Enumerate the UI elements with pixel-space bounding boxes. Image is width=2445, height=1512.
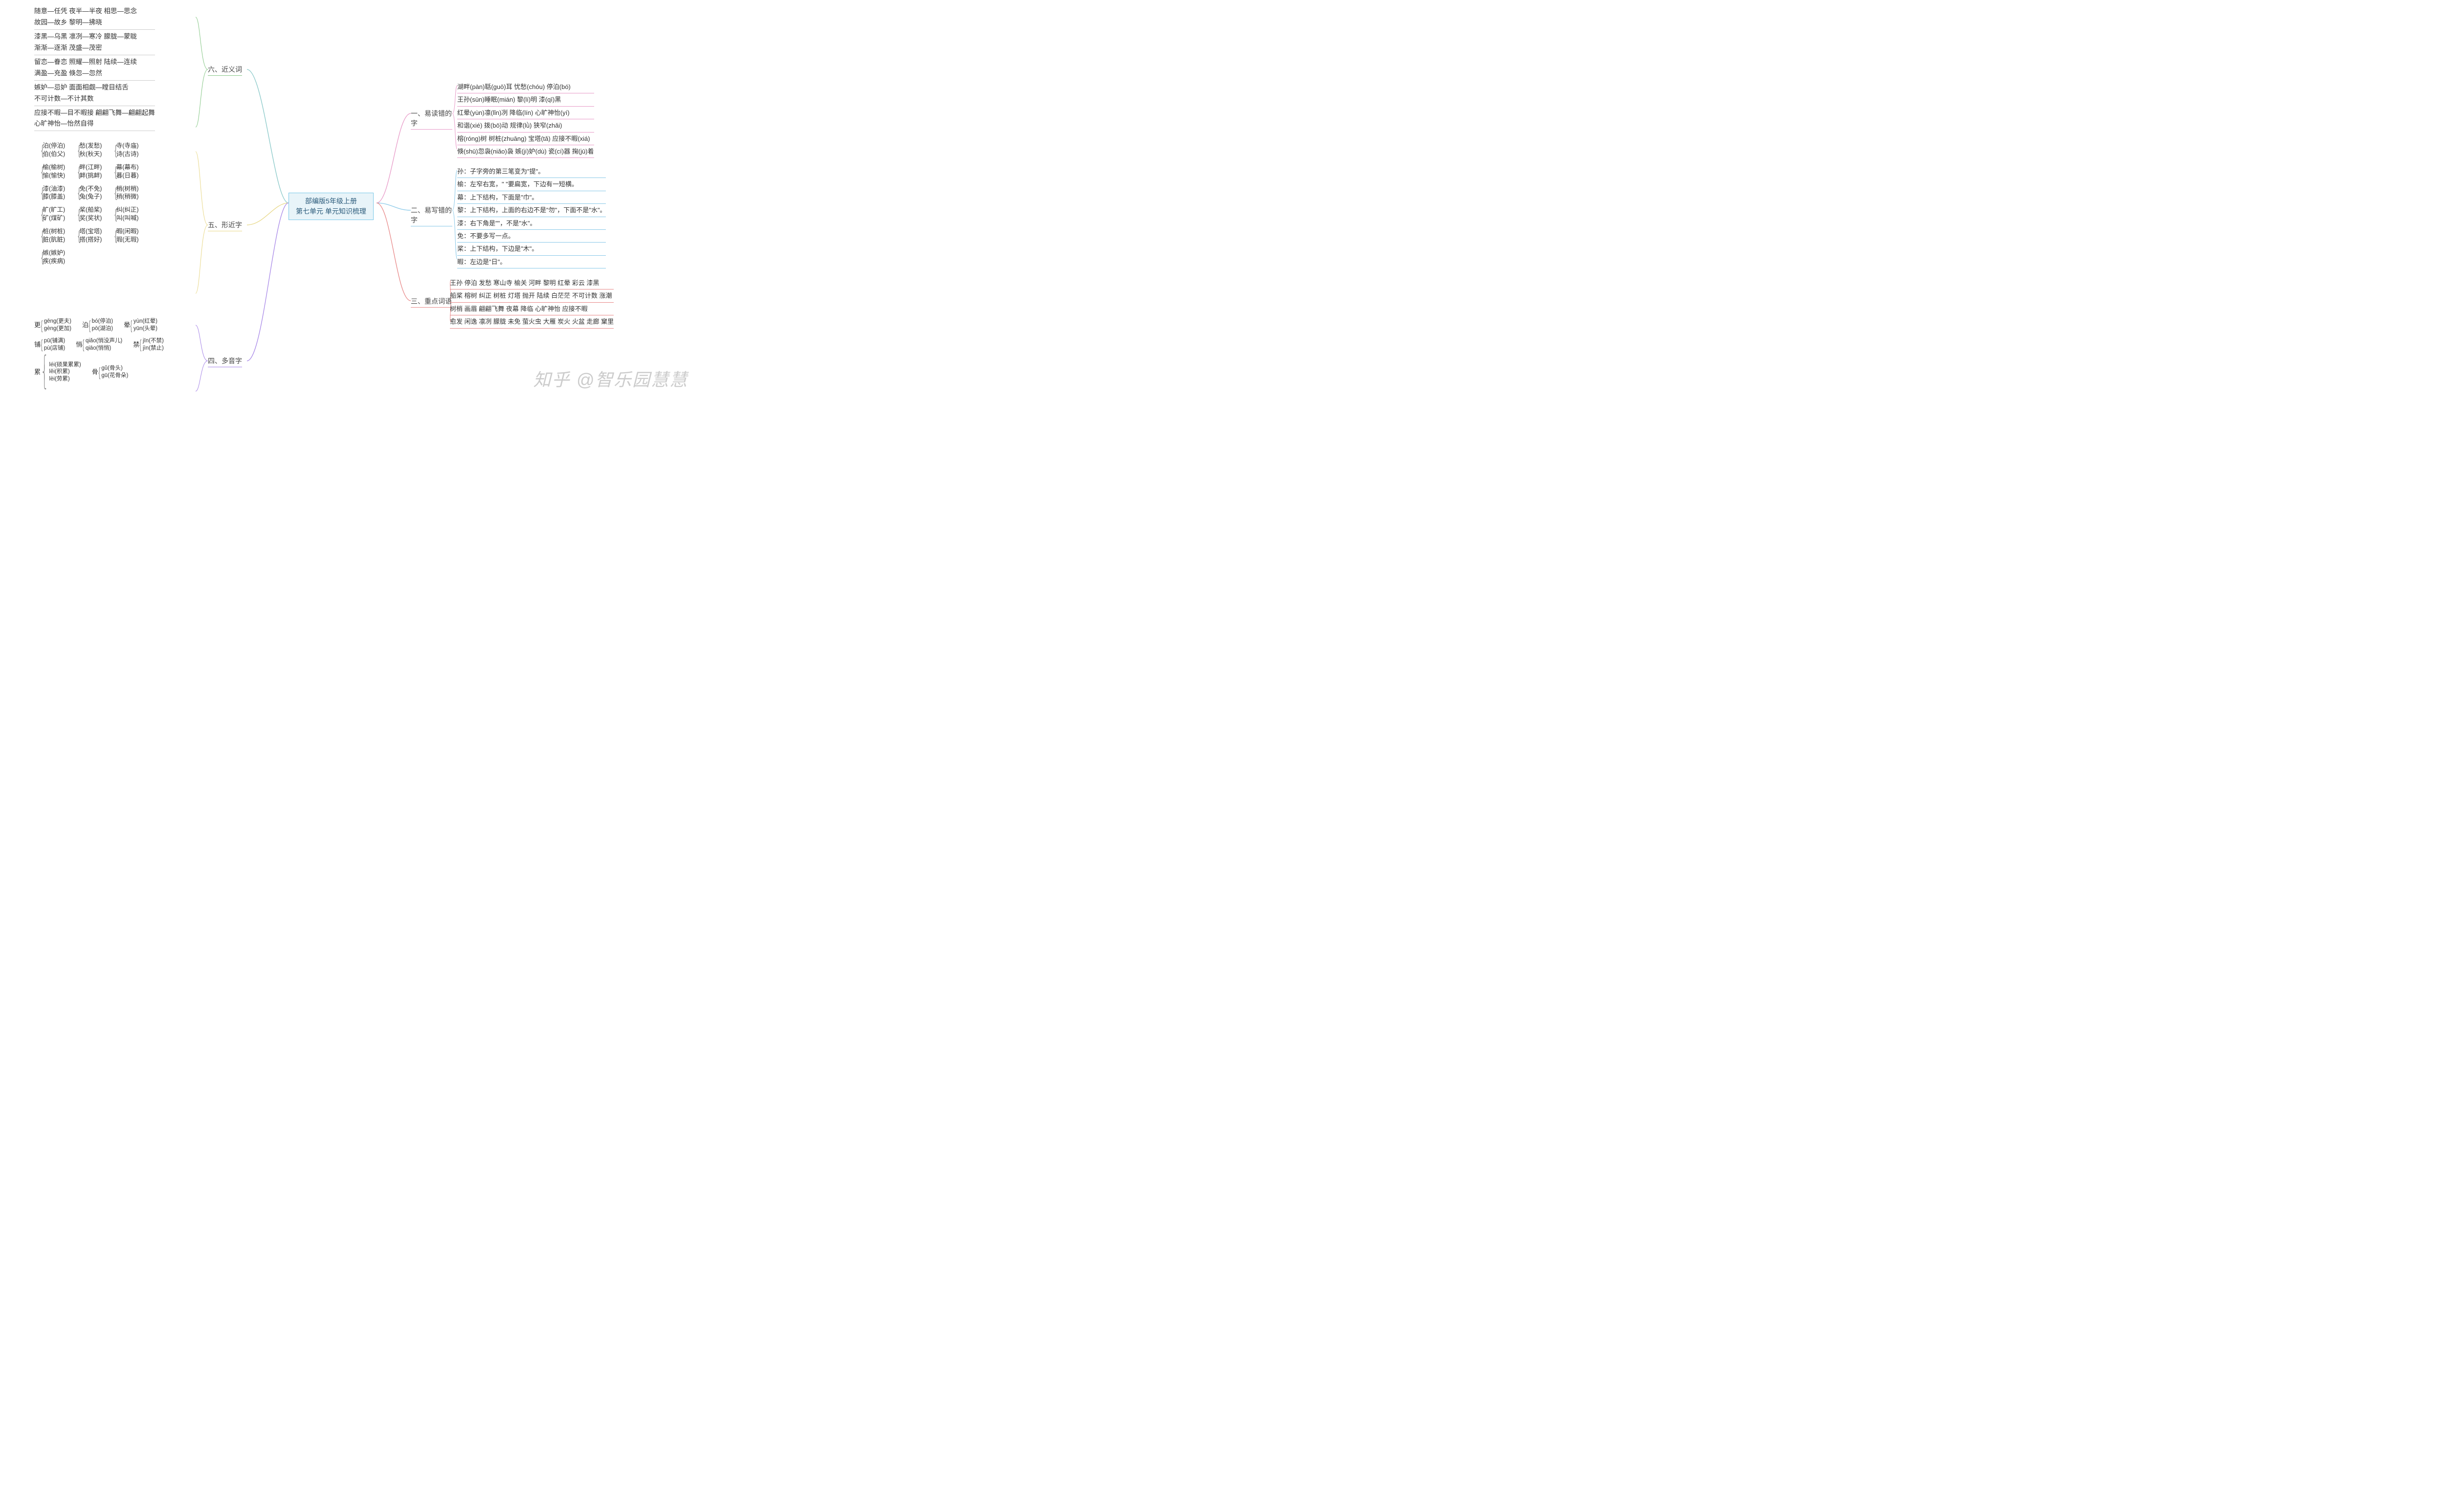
near-form-pair: {幕(幕布)暮(日暮) <box>113 163 138 180</box>
content-line: 暇：左边是"日"。 <box>457 256 606 268</box>
near-form-pair: {榆(榆树)愉(愉快) <box>40 163 65 180</box>
synonym-group: 随意—任凭 夜半—半夜 相思—思念故园—故乡 黎明—拂晓 <box>34 6 155 30</box>
branch-6-label: 六、近义词 <box>208 65 242 76</box>
polyphonic-char-group: 泊{bó(停泊)pō(湖泊) <box>82 318 113 333</box>
content-line: 倏(shū)忽袅(niǎo)袅 嫉(jí)妒(dù) 瓷(cí)器 掬(jū)着 <box>457 145 594 158</box>
synonym-group: 应接不暇—目不暇接 翩翩飞舞—翩翩起舞心旷神怡—怡然自得 <box>34 108 155 132</box>
near-form-pair: {塔(宝塔)搭(搭好) <box>77 227 102 244</box>
central-line2: 第七单元 单元知识梳理 <box>296 206 366 217</box>
near-form-pair: {梢(树梢)稍(稍微) <box>113 185 138 201</box>
content-line: 漆：右下角是""，不是"水"。 <box>457 217 606 230</box>
synonym-group: 嫉妒—忌妒 面面相觑—瞠目结舌不可计数—不计其数 <box>34 82 155 106</box>
near-form-pair: {泊(停泊)伯(伯父) <box>40 142 65 158</box>
branch-1-label: 一、易读错的字 <box>411 109 452 130</box>
content-line: 红晕(yùn)凛(lǐn)冽 降临(lín) 心旷神怡(yí) <box>457 107 594 119</box>
near-form-pair: {嫉(嫉妒)疾(疾病) <box>40 249 65 266</box>
branch-2-content: 孙：子字旁的第三笔变为"提"。榆：左窄右宽，" "要扁宽，下边有一短横。幕：上下… <box>457 165 606 268</box>
polyphonic-char-group: 禁{jīn(不禁)jìn(禁止) <box>133 337 164 352</box>
near-form-pair: {愁(发愁)秋(秋天) <box>77 142 102 158</box>
central-topic: 部编版5年级上册 第七单元 单元知识梳理 <box>289 193 374 220</box>
content-line: 幕：上下结构，下面是"巾"。 <box>457 191 606 204</box>
content-line: 愈发 闲逸 凛冽 朦胧 未免 萤火虫 大雁 炭火 火盆 走廊 窠里 <box>450 315 614 328</box>
branch-1-text: 一、易读错的字 <box>411 110 452 127</box>
polyphonic-char-group: 累⎧ ⎨ ⎩léi(硕果累累)lěi(积累)lèi(劳累) <box>34 357 81 387</box>
near-form-pair: {旷(旷工)矿(煤矿) <box>40 206 65 222</box>
content-line: 湖畔(pàn)聒(guō)耳 忧愁(chóu) 停泊(bó) <box>457 81 594 93</box>
near-form-pair: {寺(寺庙)诗(古诗) <box>113 142 138 158</box>
content-line: 榕(róng)树 树桩(zhuāng) 宝塔(tǎ) 应接不暇(xiá) <box>457 133 594 145</box>
branch-6-content: 随意—任凭 夜半—半夜 相思—思念故园—故乡 黎明—拂晓漆黑—乌黑 凛冽—寒冷 … <box>34 6 155 133</box>
content-line: 和谐(xié) 拨(bō)动 规律(lǜ) 狭窄(zhǎi) <box>457 119 594 132</box>
branch-4-text: 四、多音字 <box>208 357 242 365</box>
near-form-pair: {桩(树桩)脏(肮脏) <box>40 227 65 244</box>
branch-5-label: 五、形近字 <box>208 220 242 231</box>
branch-5-content: {泊(停泊)伯(伯父) {愁(发愁)秋(秋天) {寺(寺庙)诗(古诗) {榆(榆树)愉… <box>40 142 139 270</box>
polyphonic-char-group: 铺{pū(铺满)pù(店铺) <box>34 337 65 352</box>
content-line: 免：不要多写一点。 <box>457 230 606 243</box>
branch-5-text: 五、形近字 <box>208 221 242 229</box>
content-line: 孙：子字旁的第三笔变为"提"。 <box>457 165 606 178</box>
near-form-pair: {免(不免)兔(兔子) <box>77 185 102 201</box>
branch-3-content: 王孙 停泊 发愁 寒山寺 榆关 河畔 黎明 红晕 彩云 漆黑船桨 榕树 纠正 树… <box>450 277 614 329</box>
content-line: 桨：上下结构，下边是"木"。 <box>457 243 606 255</box>
content-line: 黎：上下结构，上面的右边不是"勿"，下面不是"水"。 <box>457 204 606 217</box>
branch-4-content: 更{gēng(更夫)gèng(更加) 泊{bó(停泊)pō(湖泊) 晕{yùn(红晕… <box>34 318 164 392</box>
near-form-pair: {漆(油漆)膝(膝盖) <box>40 185 65 201</box>
content-line: 王孙(sūn)睡眠(mián) 黎(lí)明 漆(qī)黑 <box>457 93 594 106</box>
synonym-group: 漆黑—乌黑 凛冽—寒冷 朦胧—蒙眬渐渐—逐渐 茂盛—茂密 <box>34 31 155 55</box>
near-form-pair: {纠(纠正)叫(叫喊) <box>113 206 138 222</box>
watermark: 知乎 @智乐园慧慧 <box>533 366 688 391</box>
branch-6-text: 六、近义词 <box>208 66 242 73</box>
near-form-pair: {暇(闲暇)瑕(无瑕) <box>113 227 138 244</box>
content-line: 船桨 榕树 纠正 树桩 灯塔 抛开 陆续 白茫茫 不可计数 涨潮 <box>450 289 614 302</box>
content-line: 榆：左窄右宽，" "要扁宽，下边有一短横。 <box>457 178 606 191</box>
near-form-pair: {桨(船桨)奖(奖状) <box>77 206 102 222</box>
synonym-group: 留恋—眷恋 照耀—照射 陆续—连续满盈—充盈 倏忽—忽然 <box>34 57 155 81</box>
central-line1: 部编版5年级上册 <box>296 196 366 206</box>
branch-1-content: 湖畔(pàn)聒(guō)耳 忧愁(chóu) 停泊(bó)王孙(sūn)睡眠(… <box>457 81 594 158</box>
polyphonic-char-group: 晕{yùn(红晕)yūn(头晕) <box>124 318 157 333</box>
branch-4-label: 四、多音字 <box>208 356 242 367</box>
branch-3-label: 三、重点词语 <box>411 296 452 308</box>
content-line: 树梢 画眉 翩翩飞舞 夜幕 降临 心旷神怡 应接不暇 <box>450 303 614 315</box>
polyphonic-char-group: 骨{gǔ(骨头)gū(花骨朵) <box>92 357 129 387</box>
branch-2-text: 二、易写错的字 <box>411 206 452 224</box>
near-form-pair: {畔(江畔)衅(挑衅) <box>77 163 102 180</box>
polyphonic-char-group: 悄{qiǎo(悄没声儿)qiāo(悄悄) <box>76 337 122 352</box>
branch-3-text: 三、重点词语 <box>411 297 452 305</box>
content-line: 王孙 停泊 发愁 寒山寺 榆关 河畔 黎明 红晕 彩云 漆黑 <box>450 277 614 289</box>
branch-2-label: 二、易写错的字 <box>411 205 452 226</box>
polyphonic-char-group: 更{gēng(更夫)gèng(更加) <box>34 318 71 333</box>
